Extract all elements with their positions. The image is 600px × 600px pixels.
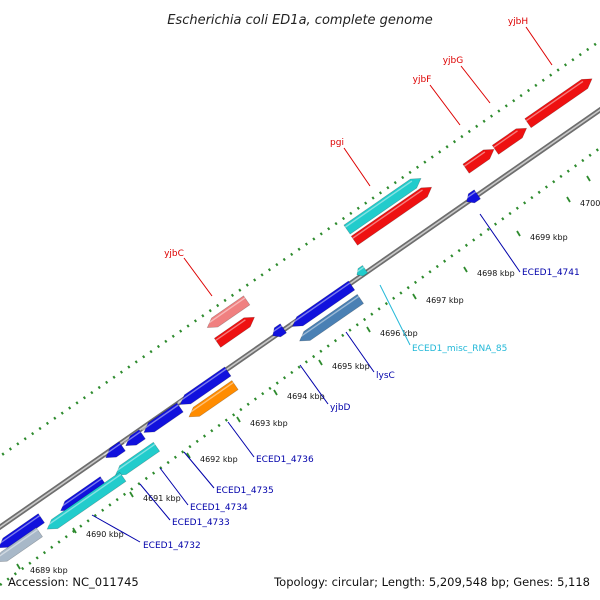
yjbC-feature (213, 316, 255, 348)
dotted-ring (0, 39, 600, 458)
tick-4690-kbp: 4690 kbp (72, 527, 124, 539)
yjbF-feature (462, 148, 495, 174)
tick-4699-kbp: 4699 kbp (516, 230, 568, 242)
tick-4693-kbp: 4693 kbp (236, 416, 288, 428)
gene-label-lysC: lysC (345, 331, 395, 381)
gene-label-ECED1_4734: ECED1_4734 (159, 467, 248, 513)
gene-label-text: lysC (376, 371, 395, 381)
tick-4695-kbp: 4695 kbp (318, 359, 370, 371)
gene-label-yjbH: yjbH (508, 17, 553, 66)
gene-label-yjbF: yjbF (413, 75, 461, 126)
tick-label: 4697 kbp (426, 296, 464, 305)
lysC-feature (290, 280, 356, 327)
ECED1_4731-feature (0, 527, 43, 562)
tick-4698-kbp: 4698 kbp (463, 266, 515, 278)
gene-label-ECED1_4735: ECED1_4735 (183, 451, 274, 496)
ECED1_4735-feature (141, 402, 184, 433)
lysC-outer-feature (297, 294, 364, 342)
gene-label-ECED1_4736: ECED1_4736 (227, 421, 314, 465)
gene-label-text: ECED1_4735 (216, 486, 274, 496)
ECED1_4734-feature (123, 429, 146, 447)
ECED1_4733-feature (113, 441, 161, 476)
gene-label-text: ECED1_4736 (256, 455, 314, 465)
gene-label-ECED1_4741: ECED1_4741 (479, 213, 580, 278)
gene-label-text: ECED1_4741 (522, 268, 580, 278)
yjbD-feature (270, 323, 287, 338)
genome-summary-text: Topology: circular; Length: 5,209,548 bp… (273, 575, 590, 589)
accession-text: Accession: NC_011745 (8, 575, 139, 589)
tick-label: 4691 kbp (143, 494, 181, 503)
gene-features (0, 78, 593, 562)
tick-label: 4698 kbp (477, 269, 515, 278)
gene-label-text: ECED1_4734 (190, 503, 248, 513)
gene-label-text: ECED1_4733 (172, 518, 230, 528)
gene-label-yjbD: yjbD (299, 364, 351, 413)
gene-label-text: pgi (330, 138, 344, 148)
gene-label-ECED1_4732: ECED1_4732 (91, 514, 201, 551)
dotted-ring (0, 146, 600, 587)
gene-label-text: yjbG (443, 56, 464, 66)
tick-label: 4696 kbp (380, 329, 418, 338)
tick-4701-kbp: 4701 kbp (586, 175, 591, 182)
tick-4692-kbp: 4692 kbp (186, 452, 238, 464)
misc-RNA-85-feature (355, 265, 369, 277)
tick-marks: 4689 kbp 4690 kbp 4691 kbp 4692 kbp 4693 kbp… (16, 175, 600, 575)
tick-label: 4695 kbp (332, 362, 370, 371)
tick-4694-kbp: 4694 kbp (273, 389, 325, 401)
tick-label: 4700 kbp (580, 199, 600, 208)
ECED1_4736-inner-feature (178, 366, 232, 405)
tick-label: 4699 kbp (530, 233, 568, 242)
gene-label-text: ECED1_misc_RNA_85 (412, 344, 507, 354)
gene-label-text: yjbC (164, 249, 184, 259)
tick-label: 4693 kbp (250, 419, 288, 428)
tick-4700-kbp: 4700 kbp (566, 196, 600, 208)
gene-label-yjbC: yjbC (164, 249, 213, 297)
tick-label: 4689 kbp (30, 566, 68, 575)
ECED1_4736-feature (186, 380, 239, 418)
tick-label: 4690 kbp (86, 530, 124, 539)
gene-label-text: yjbH (508, 17, 528, 27)
tick-label: 4692 kbp (200, 455, 238, 464)
yjbH-feature (524, 78, 593, 129)
gene-label-ECED1_4733: ECED1_4733 (139, 483, 230, 528)
ECED1_4741-feature (464, 189, 481, 204)
pgi-outer-feature (343, 178, 422, 235)
gene-label-text: ECED1_4732 (143, 541, 201, 551)
tick-4691-kbp: 4691 kbp (129, 491, 181, 503)
gene-label-text: yjbF (413, 75, 432, 85)
gene-labels: yjbH yjbG yjbF pgi yjbC ECED1_4741 ECED1_misc_… (91, 17, 580, 551)
tick-4697-kbp: 4697 kbp (412, 293, 464, 305)
gene-label-pgi: pgi (330, 138, 371, 187)
gene-label-ECED1_misc_RNA_85: ECED1_misc_RNA_85 (379, 284, 507, 354)
pgi-feature (350, 186, 433, 246)
map-title: Escherichia coli ED1a, complete genome (167, 13, 433, 28)
yjbC-outer-feature (205, 295, 251, 328)
tick-label: 4694 kbp (287, 392, 325, 401)
tick-4689-kbp: 4689 kbp (16, 563, 68, 575)
gene-label-yjbG: yjbG (443, 56, 491, 104)
ECED1_4734b-feature (103, 441, 126, 459)
gene-label-text: yjbD (330, 403, 351, 413)
yjbG-feature (491, 127, 528, 155)
tick-4696-kbp: 4696 kbp (366, 326, 418, 338)
ECED1_4732-feature (45, 471, 127, 530)
